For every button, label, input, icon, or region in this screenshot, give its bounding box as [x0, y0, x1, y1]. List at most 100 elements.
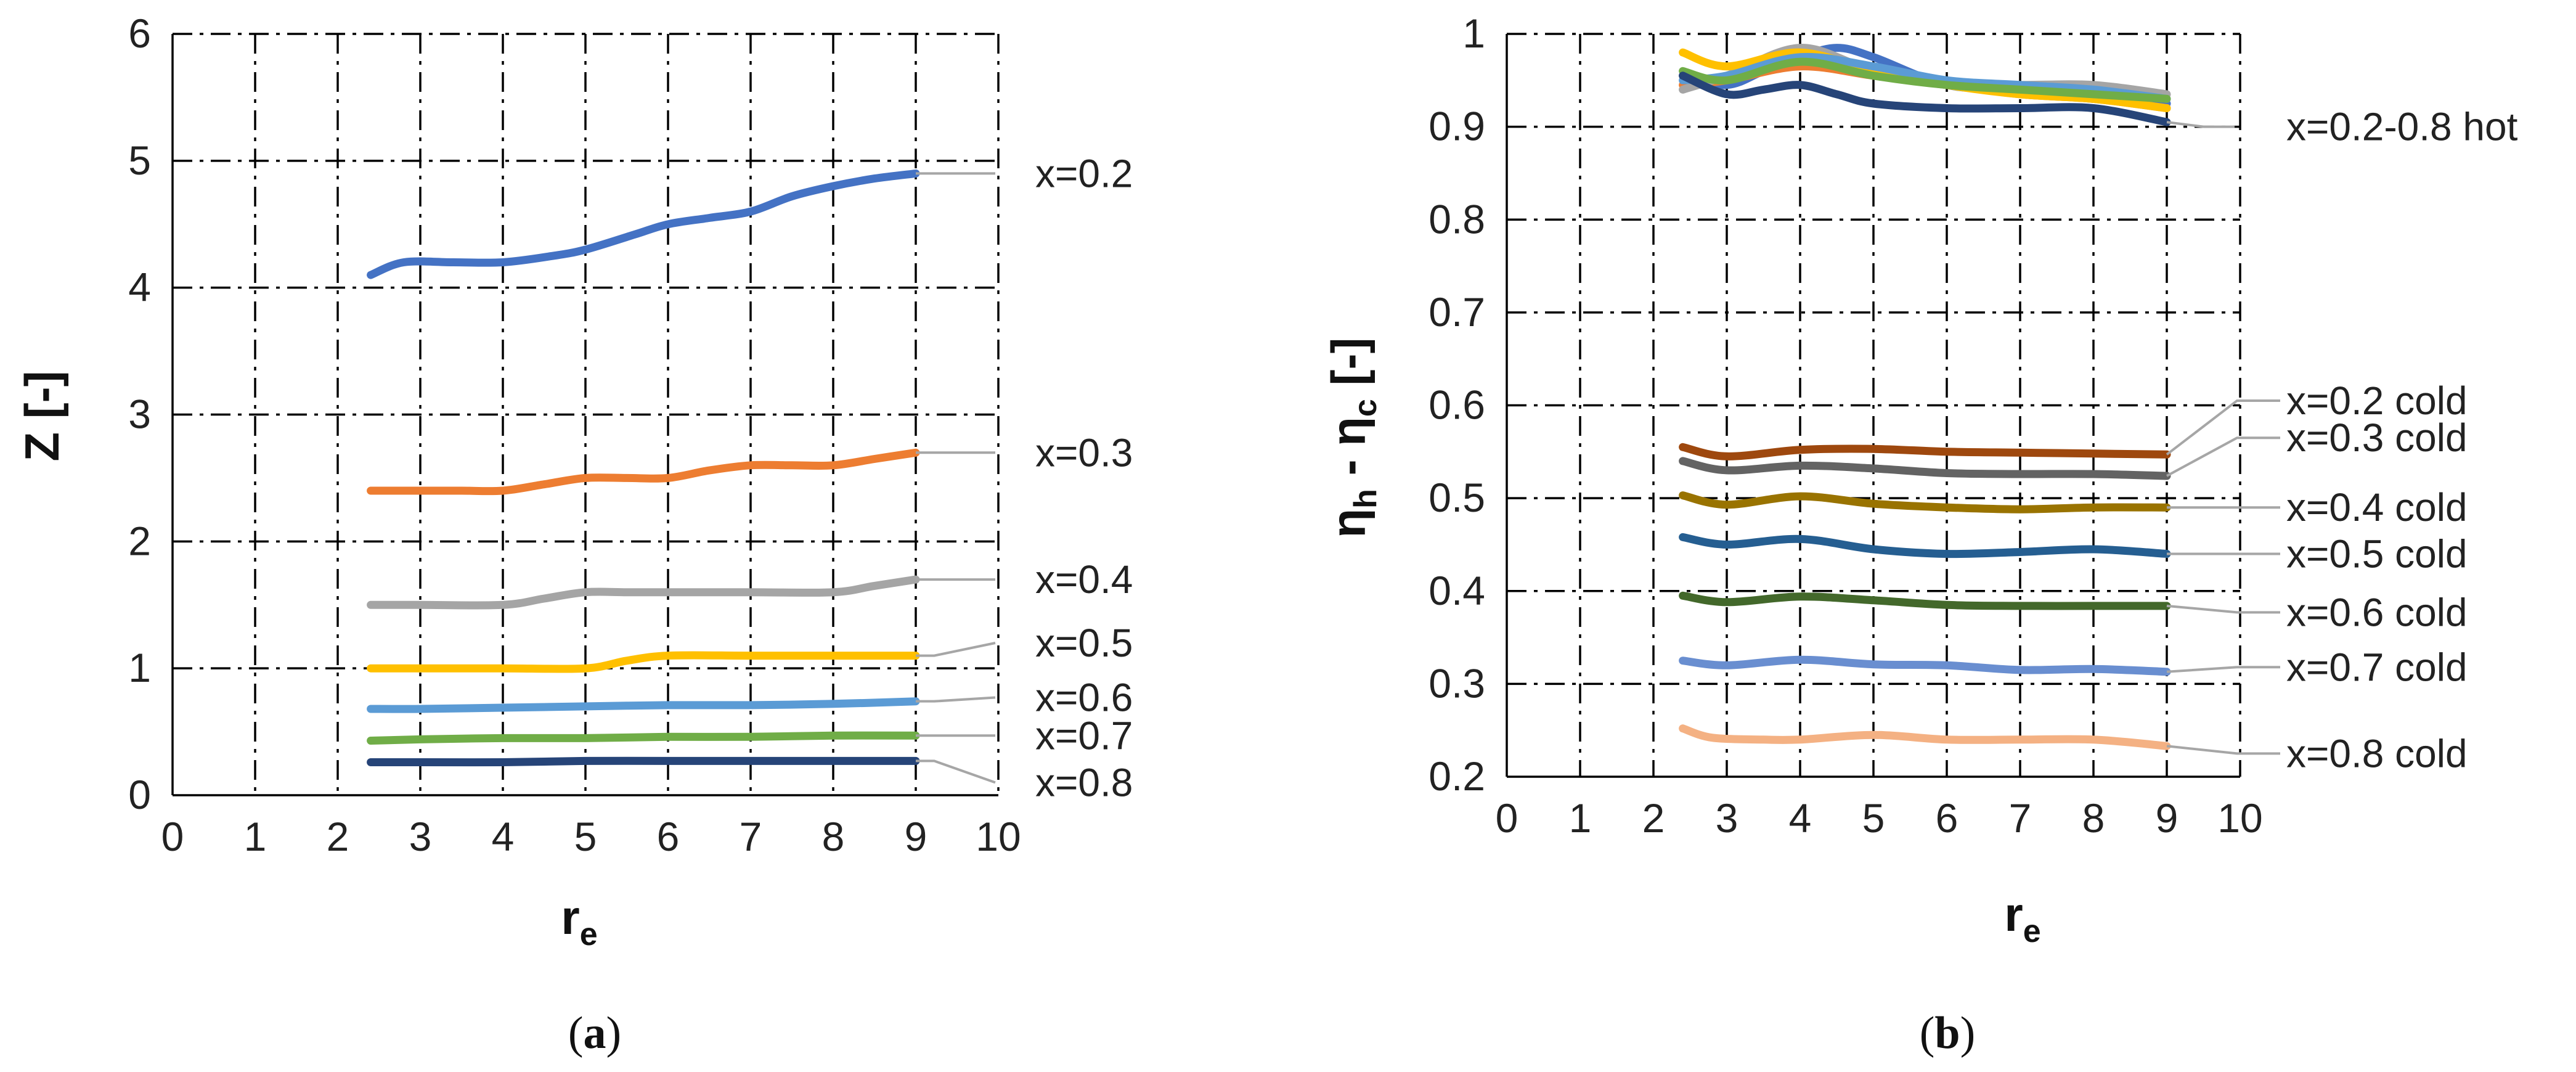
panel-a-grid	[171, 33, 1000, 796]
panel-b-y-tick-0-2: 0.2	[1429, 753, 1485, 799]
panel-a-series	[367, 169, 920, 767]
panel-b-label-x-0-4-cold: x=0.4 cold	[2286, 485, 2468, 530]
panel-a-x-tick-7: 7	[740, 814, 762, 859]
panel-a-label-x-0-3: x=0.3	[1035, 430, 1133, 475]
panel-a-y-tick-0: 0	[128, 772, 151, 817]
panel-b-y-sub-c: c	[1348, 399, 1384, 417]
panel-a-leader-x-0-5	[916, 642, 996, 657]
panel-a-x-tick-9: 9	[905, 814, 927, 859]
panel-a-caption: (a)	[568, 1008, 621, 1058]
panel-b-y-eta-h: η	[1321, 509, 1376, 538]
panel-a-label-x-0-5: x=0.5	[1035, 621, 1133, 665]
panel-b-ticks: 0 1 2 3 4 5 6 7 8 9 10 0.2 0.3 0.4 0.5 0.6 0.7 0.8 0.9 1	[1429, 10, 2262, 841]
panel-b-y-tick-0-9: 0.9	[1429, 104, 1485, 149]
panel-b-label-x-0-6-cold: x=0.6 cold	[2286, 590, 2468, 634]
panel-a-x-tick-6: 6	[657, 814, 680, 859]
panel-b-leader-x-0-7-cold	[2166, 666, 2280, 673]
panel-b-label-hot-group: x=0.2-0.8 hot	[2286, 105, 2518, 149]
panel-a-caption-letter: a	[584, 1008, 606, 1058]
panel-b-x-title-main: r	[2004, 887, 2023, 941]
panel-b-line-x-0-8-hot	[1679, 72, 2171, 126]
panel-a-x-title-main: r	[561, 890, 579, 944]
panel-b-y-sub-h: h	[1348, 489, 1384, 509]
panel-a-y-tick-6: 6	[128, 10, 151, 56]
panel-b-line-x-0-3-cold	[1679, 457, 2171, 480]
panel-b-label-x-0-8-cold: x=0.8 cold	[2286, 731, 2468, 775]
panel-b-line-x-0-7-hot	[1679, 57, 2171, 103]
panel-b-line-x-0-4-cold	[1679, 491, 2171, 513]
panel-a-x-axis-title: re	[561, 890, 597, 952]
panel-a-line-x-0-7	[367, 731, 920, 745]
panel-a-x-title-sub: e	[580, 917, 598, 952]
panel-a-leader-x-0-6	[916, 696, 996, 703]
panel-b-leader-x-0-6-cold	[2166, 604, 2280, 614]
panel-b-line-x-0-6-hot	[1679, 52, 2171, 103]
panel-a-line-x-0-4	[367, 575, 920, 610]
panel-a-x-tick-3: 3	[409, 814, 432, 859]
panel-b-line-x-0-8-cold	[1679, 724, 2171, 750]
panel-b-x-tick-10: 10	[2217, 795, 2262, 841]
panel-a-label-x-0-8: x=0.8	[1035, 760, 1133, 804]
panel-b-x-tick-5: 5	[1862, 795, 1885, 841]
panel-b-line-x-0-7-cold	[1679, 655, 2171, 676]
panel-b-x-tick-0: 0	[1496, 795, 1518, 841]
panel-b-y-tick-0-5: 0.5	[1429, 475, 1485, 520]
panel-a-ticks: 0 1 2 3 4 5 6 7 8 9 10 0 1 2 3 4 5 6	[128, 10, 1021, 859]
panel-b-y-tick-0-4: 0.4	[1429, 568, 1485, 613]
panel-b-x-tick-1: 1	[1569, 795, 1592, 841]
panel-a-x-tick-2: 2	[327, 814, 349, 859]
panel-b-label-x-0-7-cold: x=0.7 cold	[2286, 645, 2468, 689]
panel-b-caption-letter: b	[1934, 1008, 1960, 1058]
panel-a-x-tick-8: 8	[822, 814, 845, 859]
panel-a-line-x-0-5	[367, 651, 920, 673]
panel-a-line-x-0-2	[367, 169, 920, 279]
panel-b-grid	[1506, 33, 2241, 778]
panel-b-leader-x-0-3-cold	[2166, 436, 2280, 477]
panel-a-x-tick-4: 4	[492, 814, 515, 859]
panel-a-y-tick-1: 1	[128, 645, 151, 690]
panel-b-label-x-0-5-cold: x=0.5 cold	[2286, 532, 2468, 576]
panel-b-x-axis-title: re	[2004, 887, 2040, 949]
panel-b-y-axis-title: ηh - ηc [-]	[1321, 338, 1384, 538]
panel-b-y-unit: [-]	[1321, 338, 1376, 399]
panel-a-label-x-0-7: x=0.7	[1035, 713, 1133, 758]
panel-b-x-title-sub: e	[2023, 914, 2041, 949]
panel-a-y-tick-4: 4	[128, 264, 151, 310]
panel-b-leader-x-0-2-cold	[2166, 399, 2280, 456]
panel-a-x-tick-0: 0	[161, 814, 184, 859]
panel-a-leader-x-0-8	[916, 759, 996, 784]
panel-b-line-x-0-5-cold	[1679, 533, 2171, 559]
panel-b-leader-hot	[2166, 121, 2235, 128]
panel-a-y-tick-3: 3	[128, 391, 151, 437]
panel-a-line-x-0-3	[367, 448, 920, 496]
panel-b-y-tick-0-6: 0.6	[1429, 382, 1485, 428]
panel-a-label-x-0-2: x=0.2	[1035, 151, 1133, 195]
panel-b-leader-x-0-8-cold	[2166, 745, 2280, 755]
panel-b-x-tick-4: 4	[1789, 795, 1812, 841]
panel-a-x-tick-5: 5	[574, 814, 597, 859]
panel-b-y-tick-0-3: 0.3	[1429, 660, 1485, 706]
panel-a-x-tick-1: 1	[244, 814, 267, 859]
panel-b-x-tick-3: 3	[1716, 795, 1738, 841]
panel-b-y-tick-0-8: 0.8	[1429, 196, 1485, 242]
panel-b-caption: (b)	[1920, 1008, 1975, 1058]
panel-b-series	[1679, 44, 2171, 750]
panel-b-x-tick-8: 8	[2082, 795, 2105, 841]
panel-b-y-eta-c: η	[1321, 417, 1376, 446]
panel-a-y-axis-title: Z [-]	[15, 370, 69, 461]
panel-a-series-labels: x=0.2 x=0.3 x=0.4 x=0.5 x=0.6x=0.7x=0.8	[916, 151, 1133, 804]
panel-b-y-tick-1: 1	[1462, 10, 1485, 56]
panel-a-line-x-0-6	[367, 697, 920, 713]
panel-b-line-x-0-2-cold	[1679, 443, 2171, 460]
panel-a-line-x-0-8	[367, 756, 920, 767]
panel-b-x-tick-7: 7	[2009, 795, 2032, 841]
panel-b-label-x-0-2-cold: x=0.2 cold	[2286, 378, 2468, 423]
panel-b-y-tick-0-7: 0.7	[1429, 289, 1485, 335]
panel-a-label-x-0-4: x=0.4	[1035, 557, 1133, 602]
panel-b-line-x-0-6-cold	[1679, 591, 2171, 610]
panel-a-x-tick-10: 10	[976, 814, 1021, 859]
panel-a-chart: x=0.2 x=0.3 x=0.4 x=0.5 x=0.6x=0.7x=0.8 0 1 2 3…	[15, 10, 1133, 1058]
panel-b-x-tick-2: 2	[1642, 795, 1665, 841]
